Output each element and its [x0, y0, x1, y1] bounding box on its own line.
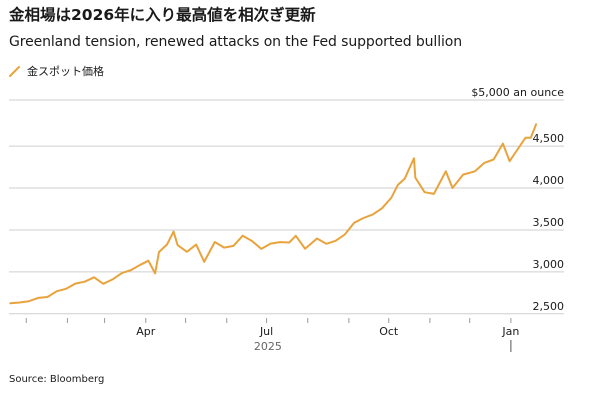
legend: 金スポット価格: [9, 63, 104, 79]
x-tick-label: Apr: [136, 325, 156, 338]
y-tick-label: 3,500: [533, 216, 565, 229]
legend-line-icon: [9, 65, 20, 77]
y-unit-label: $5,000 an ounce: [471, 86, 564, 99]
y-tick-label: 3,000: [533, 258, 565, 271]
x-year-label: 2025: [254, 340, 282, 353]
source-note: Source: Bloomberg: [9, 374, 105, 385]
legend-label: 金スポット価格: [27, 65, 104, 78]
chart-title: 金相場は2026年に入り最高値を相次ぎ更新: [9, 6, 316, 24]
x-tick-label: Jul: [259, 325, 273, 338]
y-tick-label: 2,500: [533, 300, 565, 313]
x-tick-label: Oct: [379, 325, 399, 338]
y-tick-label: 4,500: [533, 132, 565, 145]
chart-subtitle: Greenland tension, renewed attacks on th…: [9, 34, 463, 50]
x-tick-label: Jan: [501, 325, 519, 338]
series-line-gold-spot: [9, 123, 538, 305]
y-tick-label: 4,000: [533, 174, 565, 187]
